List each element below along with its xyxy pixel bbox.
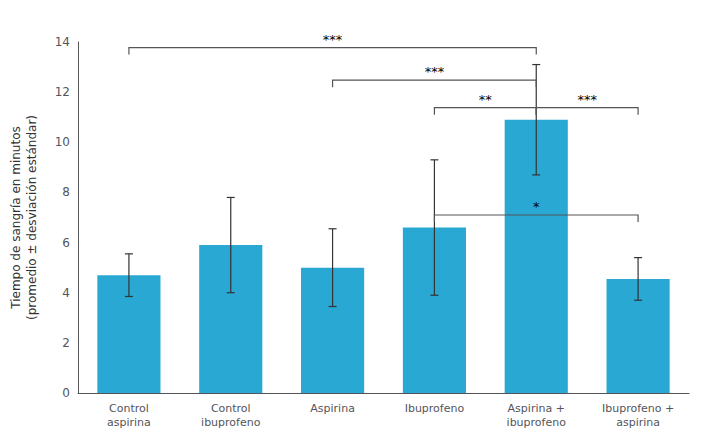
svg-text:**: ** [479, 92, 493, 107]
svg-text:14: 14 [55, 35, 70, 49]
svg-text:Ibuprofeno: Ibuprofeno [405, 402, 465, 415]
svg-text:Control: Control [109, 402, 149, 415]
svg-text:ibuprofeno: ibuprofeno [507, 416, 567, 429]
svg-text:2: 2 [62, 336, 70, 350]
svg-text:6: 6 [62, 236, 70, 250]
svg-text:4: 4 [62, 286, 70, 300]
svg-text:0: 0 [62, 386, 70, 400]
svg-text:***: *** [425, 64, 445, 79]
svg-text:***: *** [577, 92, 597, 107]
svg-text:ibuprofeno: ibuprofeno [201, 416, 261, 429]
svg-text:Tiempo de sangría en minutos: Tiempo de sangría en minutos [9, 126, 23, 310]
svg-text:Aspirina +: Aspirina + [508, 402, 565, 415]
svg-text:12: 12 [55, 85, 70, 99]
svg-text:*: * [533, 199, 540, 214]
svg-text:8: 8 [62, 185, 70, 199]
svg-text:aspirina: aspirina [107, 416, 151, 429]
svg-text:Ibuprofeno +: Ibuprofeno + [602, 402, 674, 415]
svg-text:(promedio ± desviación estánda: (promedio ± desviación estándar) [25, 115, 39, 320]
svg-text:Control: Control [211, 402, 251, 415]
svg-text:10: 10 [55, 135, 70, 149]
svg-text:aspirina: aspirina [616, 416, 660, 429]
svg-text:***: *** [323, 32, 343, 47]
svg-text:Aspirina: Aspirina [310, 402, 355, 415]
